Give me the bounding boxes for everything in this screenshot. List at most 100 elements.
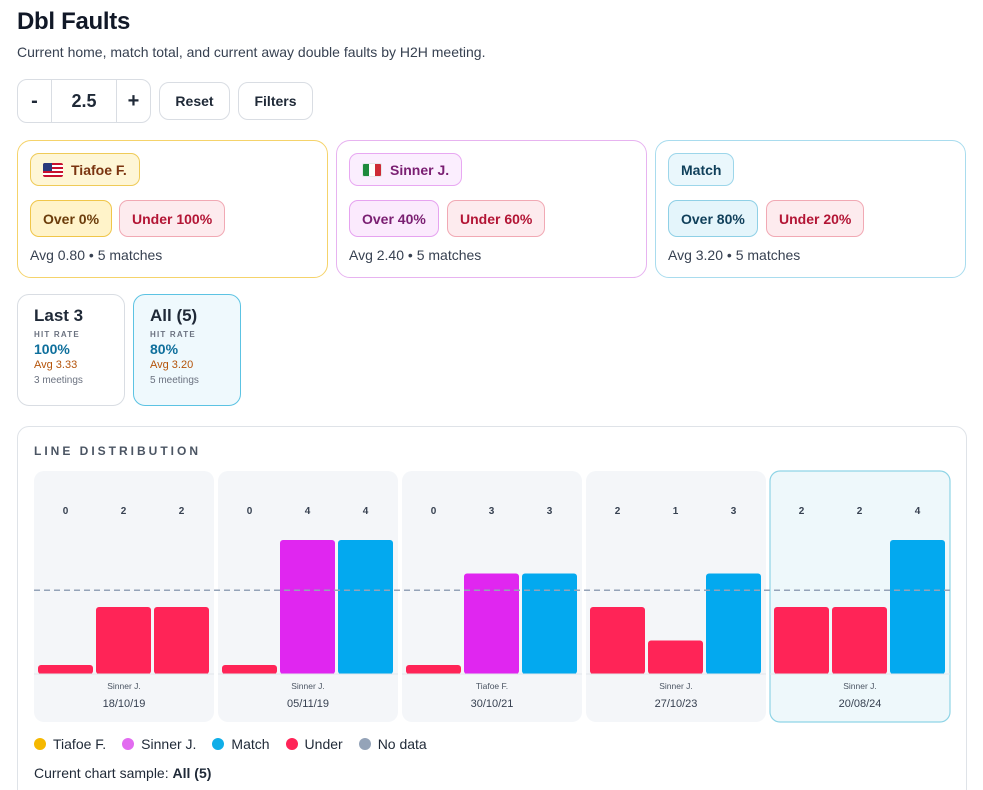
away-player-name: Sinner J. [390, 161, 450, 178]
legend-item[interactable]: Sinner J. [122, 736, 196, 752]
meeting-date-label: 20/08/24 [839, 698, 882, 710]
meeting-winner-label: Sinner J. [291, 681, 325, 691]
sample-title: Last 3 [34, 306, 84, 325]
legend-label: Sinner J. [141, 736, 197, 752]
match-value-label: 4 [363, 506, 369, 517]
match-name: Match [681, 161, 722, 178]
sample-avg: Avg 3.33 [34, 359, 78, 371]
us-flag-icon [43, 162, 63, 177]
away-value-label: 2 [121, 506, 127, 517]
away-bar [464, 573, 519, 674]
match-value-label: 3 [731, 506, 737, 517]
meeting-date-label: 18/10/19 [103, 698, 146, 710]
line-stepper: - 2.5 + [17, 79, 151, 123]
sample-label: HIT RATE [34, 330, 80, 339]
legend-dot-icon [212, 738, 225, 750]
away-value-label: 2 [857, 506, 863, 517]
sample-meetings: 3 meetings [34, 375, 83, 386]
away-player-card: Sinner J. Over 40% Under 60% Avg 2.40 • … [336, 140, 647, 278]
home-player-card: Tiafoe F. Over 0% Under 100% Avg 0.80 • … [17, 140, 328, 278]
match-avg: Avg 3.20 • 5 matches [668, 247, 801, 263]
legend-item[interactable]: Under [285, 736, 343, 752]
match-under-badge: Under 20% [766, 200, 865, 237]
sample-meetings: 5 meetings [150, 375, 199, 386]
home-under-badge: Under 100% [119, 200, 226, 237]
distribution-title: LINE DISTRIBUTION [34, 444, 201, 458]
home-value-label: 2 [799, 506, 805, 517]
legend-dot-icon [34, 738, 46, 750]
it-flag-icon [362, 162, 382, 177]
home-player-chip[interactable]: Tiafoe F. [30, 153, 140, 186]
meeting-winner-label: Sinner J. [843, 681, 877, 691]
match-bar [522, 573, 577, 674]
sample-title: All (5) [150, 306, 198, 325]
away-avg: Avg 2.40 • 5 matches [349, 247, 482, 263]
meeting-date-label: 05/11/19 [287, 698, 329, 710]
legend-dot-icon [122, 738, 135, 750]
sample-avg: Avg 3.20 [150, 359, 194, 371]
match-bar [706, 573, 761, 674]
home-value-label: 0 [63, 506, 69, 517]
page-subtitle: Current home, match total, and current a… [17, 44, 486, 60]
chart-legend: Tiafoe F. Sinner J. Match Under No data [34, 736, 427, 752]
home-player-name: Tiafoe F. [71, 161, 127, 178]
home-over-badge: Over 0% [30, 200, 113, 237]
page-title: Dbl Faults [17, 8, 131, 35]
increment-button[interactable]: + [127, 89, 140, 112]
sample-card-last3[interactable]: Last 3 HIT RATE 100% Avg 3.33 3 meetings [17, 294, 125, 406]
legend-label: Under [304, 736, 343, 752]
decrement-button[interactable]: - [31, 89, 38, 112]
away-value-label: 4 [305, 506, 311, 517]
sample-prefix: Current chart sample: [34, 765, 169, 781]
match-value-label: 3 [547, 506, 553, 517]
sample-value: All (5) [172, 765, 212, 781]
home-value-label: 0 [431, 506, 437, 517]
legend-item[interactable]: Tiafoe F. [34, 736, 106, 752]
meeting-winner-label: Sinner J. [659, 681, 693, 691]
home-bar [406, 665, 461, 674]
current-sample: Current chart sample: All (5) [34, 765, 211, 781]
away-over-badge: Over 40% [349, 200, 439, 237]
match-over-badge: Over 80% [668, 200, 758, 237]
match-bar [154, 607, 209, 674]
match-bar [338, 540, 393, 674]
meeting-winner-label: Sinner J. [107, 681, 141, 691]
away-bar [648, 640, 703, 674]
home-avg: Avg 0.80 • 5 matches [30, 247, 163, 263]
home-bar [590, 607, 645, 674]
sample-rate: 100% [34, 341, 70, 357]
legend-dot-icon [285, 738, 298, 750]
legend-item[interactable]: Match [212, 736, 270, 752]
filters-button[interactable]: Filters [238, 82, 313, 120]
meeting-date-label: 30/10/21 [471, 698, 514, 710]
away-under-badge: Under 60% [447, 200, 546, 237]
legend-label: Match [231, 736, 270, 752]
meeting-winner-label: Tiafoe F. [476, 681, 508, 691]
match-chip[interactable]: Match [668, 153, 735, 186]
home-value-label: 2 [615, 506, 621, 517]
sample-label: HIT RATE [150, 330, 196, 339]
match-value-label: 2 [179, 506, 185, 517]
match-card: Match Over 80% Under 20% Avg 3.20 • 5 ma… [655, 140, 966, 278]
away-value-label: 3 [489, 506, 495, 517]
legend-item[interactable]: No data [358, 736, 427, 752]
sample-rate: 80% [150, 341, 179, 357]
home-bar [38, 665, 93, 674]
home-bar [774, 607, 829, 674]
line-value: 2.5 [51, 80, 117, 122]
home-value-label: 0 [247, 506, 253, 517]
home-bar [222, 665, 277, 674]
away-value-label: 1 [673, 506, 679, 517]
meeting-date-label: 27/10/23 [655, 698, 698, 710]
away-bar [280, 540, 335, 674]
away-player-chip[interactable]: Sinner J. [349, 153, 463, 186]
match-value-label: 4 [915, 506, 921, 517]
away-bar [96, 607, 151, 674]
reset-button[interactable]: Reset [159, 82, 230, 120]
distribution-chart: 0 2 2 Sinner J. 18/10/19 0 4 4 Sinner J. 05/11/19… [34, 470, 952, 723]
legend-dot-icon [358, 738, 371, 750]
legend-label: Tiafoe F. [53, 736, 107, 752]
line-distribution-panel: LINE DISTRIBUTION 0 2 2 Sinner J. 18/10/19 0 4… [17, 426, 967, 790]
sample-card-all[interactable]: All (5) HIT RATE 80% Avg 3.20 5 meetings [133, 294, 241, 406]
away-bar [832, 607, 887, 674]
